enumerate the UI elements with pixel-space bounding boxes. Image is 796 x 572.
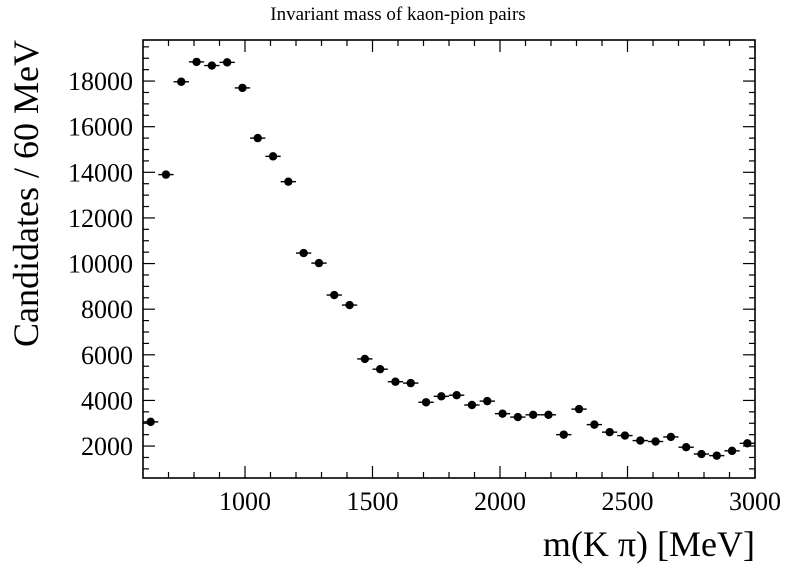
data-point	[222, 58, 232, 67]
data-point	[498, 409, 507, 418]
data-point	[467, 400, 477, 410]
data-markers	[143, 57, 755, 460]
data-point	[712, 451, 721, 460]
data-point	[544, 410, 553, 420]
data-point	[177, 77, 186, 86]
data-point	[253, 133, 262, 143]
plot-frame	[142, 39, 756, 479]
data-point	[238, 83, 247, 93]
data-point	[590, 420, 599, 429]
data-point	[681, 443, 691, 452]
y-tick-label: 6000	[81, 341, 133, 370]
y-tick-label: 8000	[81, 295, 133, 324]
data-point	[207, 61, 217, 70]
data-point	[299, 248, 308, 258]
x-tick-label: 2000	[474, 487, 526, 516]
data-point	[574, 404, 584, 414]
y-axis-ticks: 2000 4000 6000 8000 10000 12000 14000 16000 1800…	[68, 46, 755, 470]
data-point	[330, 290, 339, 300]
data-point	[192, 57, 201, 67]
data-point	[345, 300, 354, 310]
x-tick-label: 1000	[219, 487, 271, 516]
y-tick-label: 4000	[81, 386, 133, 415]
data-point	[437, 392, 446, 401]
data-point	[452, 390, 461, 400]
data-point	[406, 378, 415, 388]
x-tick-label: 1500	[347, 487, 399, 516]
data-point	[314, 258, 324, 268]
chart-title: Invariant mass of kaon-pion pairs	[270, 4, 525, 25]
y-axis-label: Candidates / 60 MeV	[6, 40, 46, 347]
y-tick-label: 14000	[68, 158, 133, 187]
data-point	[268, 152, 278, 161]
x-tick-label: 2500	[602, 487, 654, 516]
data-point	[483, 396, 492, 406]
y-tick-label: 16000	[68, 113, 133, 142]
y-tick-label: 10000	[68, 250, 133, 279]
data-point	[636, 436, 645, 445]
data-point	[284, 177, 293, 186]
data-point	[391, 377, 400, 386]
data-point	[528, 410, 538, 420]
data-point	[743, 439, 752, 448]
data-point	[375, 364, 385, 374]
data-point	[421, 398, 431, 407]
data-point	[605, 427, 614, 437]
x-axis-label: m(K π) [MeV]	[543, 524, 755, 564]
data-point	[146, 417, 155, 427]
y-tick-label: 12000	[68, 204, 133, 233]
data-point	[513, 412, 523, 422]
data-point	[620, 431, 630, 440]
x-tick-label: 3000	[729, 487, 781, 516]
data-point	[666, 432, 676, 442]
x-axis-ticks: 1000 1500 2000 2500 3000	[167, 40, 781, 516]
data-point	[161, 170, 171, 179]
data-point	[651, 437, 660, 446]
data-point	[697, 449, 706, 459]
data-point	[360, 354, 370, 364]
data-point	[727, 446, 737, 456]
data-point	[559, 430, 568, 439]
y-tick-label: 18000	[68, 67, 133, 96]
y-tick-label: 2000	[81, 432, 133, 461]
